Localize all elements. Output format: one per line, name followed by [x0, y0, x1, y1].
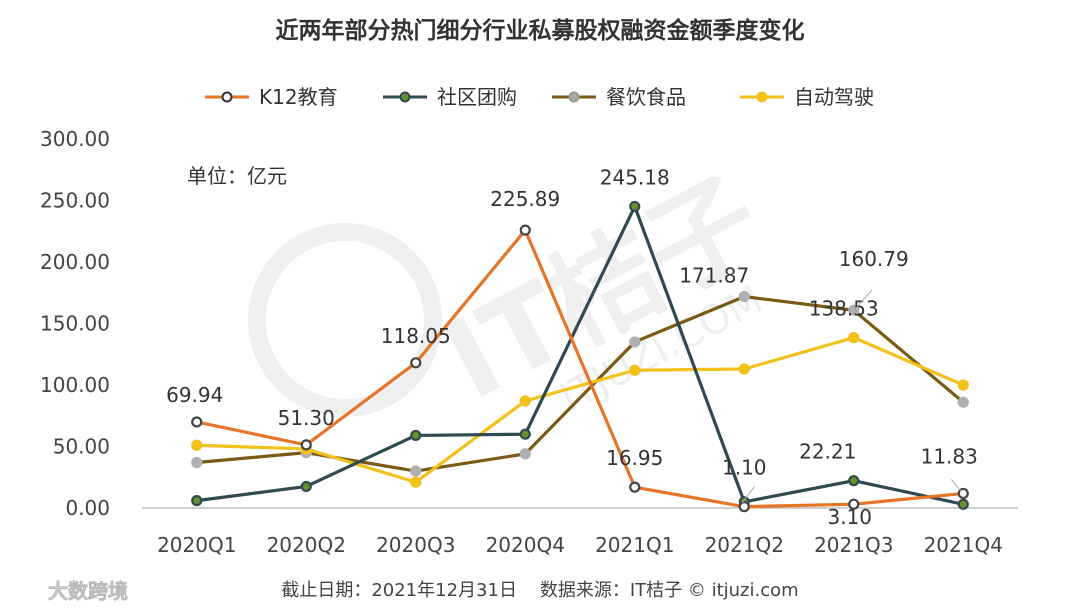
data-label: 138.53 — [809, 297, 879, 321]
x-axis: 2020Q1 2020Q2 2020Q3 2020Q4 2021Q1 2021Q2 2021… — [157, 533, 1003, 557]
data-label: 1.10 — [722, 456, 767, 480]
series-point — [629, 481, 641, 493]
data-label: 171.87 — [679, 264, 749, 288]
legend-label: 自动驾驶 — [794, 85, 874, 109]
series-point — [410, 357, 422, 369]
legend-marker — [568, 91, 580, 103]
series-point — [848, 475, 860, 487]
series-point — [410, 429, 422, 442]
series-point — [957, 379, 969, 391]
brand-text: 大数跨境 — [48, 579, 128, 603]
y-tick-label: 200.00 — [40, 250, 110, 274]
y-tick-label: 0.00 — [65, 496, 110, 520]
watermark-logo-icon — [248, 223, 442, 417]
legend-item: 自动驾驶 — [740, 85, 874, 109]
series-point — [519, 224, 531, 236]
series-point — [848, 498, 860, 510]
leader-line — [741, 486, 755, 503]
x-tick-label: 2020Q4 — [486, 533, 565, 557]
series-point — [300, 439, 312, 451]
series-point — [957, 498, 969, 510]
leader-line — [950, 479, 962, 492]
legend-item: K12教育 — [205, 85, 338, 109]
series-point — [191, 456, 203, 469]
leader-line — [855, 289, 873, 309]
x-tick-label: 2020Q1 — [157, 533, 236, 557]
series-point — [629, 336, 641, 348]
legend-label: 社区团购 — [437, 85, 517, 109]
series-point — [191, 439, 203, 451]
x-tick-label: 2021Q4 — [924, 533, 1003, 557]
footer-source: 截止日期：2021年12月31日 数据来源：IT桔子 © itjuzi.com — [281, 580, 798, 601]
series-point — [738, 501, 750, 513]
data-label: 160.79 — [839, 247, 909, 271]
x-tick-label: 2020Q2 — [267, 533, 346, 557]
series-point — [957, 396, 969, 408]
legend: K12教育 社区团购 餐饮食品 自动驾驶 — [205, 85, 874, 109]
series-line — [191, 224, 969, 513]
legend-item: 社区团购 — [383, 85, 517, 109]
x-tick-label: 2021Q1 — [595, 533, 674, 557]
series-point — [191, 495, 203, 507]
y-tick-label: 150.00 — [40, 312, 110, 336]
y-tick-label: 250.00 — [40, 189, 110, 213]
series-line — [191, 332, 969, 488]
data-label: 245.18 — [600, 165, 670, 189]
data-label: 225.89 — [490, 187, 560, 211]
x-tick-label: 2020Q3 — [376, 533, 455, 557]
series-point — [410, 465, 422, 477]
series-point — [519, 395, 531, 407]
x-tick-label: 2021Q2 — [705, 533, 784, 557]
series-point — [410, 476, 422, 488]
data-labels: 69.94 51.30 118.05 225.89 245.18 16.95 1.10 171… — [166, 165, 978, 529]
data-label: 3.10 — [827, 505, 872, 529]
series-line — [191, 200, 969, 510]
series-path — [196, 204, 964, 506]
series-point — [738, 290, 750, 303]
data-label: 69.94 — [166, 383, 223, 407]
y-tick-label: 100.00 — [40, 373, 110, 397]
data-label: 51.30 — [278, 406, 335, 430]
legend-marker — [221, 91, 233, 103]
series-point — [629, 364, 641, 376]
series-point — [519, 428, 531, 440]
y-axis: 0.00 50.00 100.00 150.00 200.00 250.00 300.00 — [40, 127, 110, 520]
series-point — [191, 416, 203, 428]
data-label: 16.95 — [606, 446, 663, 470]
legend-label: 餐饮食品 — [606, 85, 686, 109]
series-path — [196, 228, 964, 509]
legend-item: 餐饮食品 — [552, 85, 686, 109]
y-tick-label: 300.00 — [40, 127, 110, 151]
series-path — [196, 336, 964, 484]
series-point — [519, 448, 531, 460]
series-point — [848, 332, 860, 344]
chart-title: 近两年部分热门细分行业私募股权融资金额季度变化 — [276, 17, 805, 44]
legend-marker — [756, 91, 768, 103]
series-point — [629, 200, 641, 213]
unit-label: 单位：亿元 — [187, 164, 287, 188]
legend-label: K12教育 — [259, 85, 338, 109]
series-point — [300, 480, 312, 493]
x-tick-label: 2021Q3 — [814, 533, 893, 557]
data-label: 11.83 — [921, 444, 978, 468]
brand-badge: 大数跨境 — [9, 579, 128, 603]
data-label: 118.05 — [381, 324, 451, 348]
brand-logo-icon — [9, 579, 31, 601]
data-label: 22.21 — [799, 440, 856, 464]
legend-marker — [399, 91, 411, 103]
series-group — [191, 200, 969, 513]
series-point — [738, 363, 750, 375]
y-tick-label: 50.00 — [53, 435, 110, 459]
